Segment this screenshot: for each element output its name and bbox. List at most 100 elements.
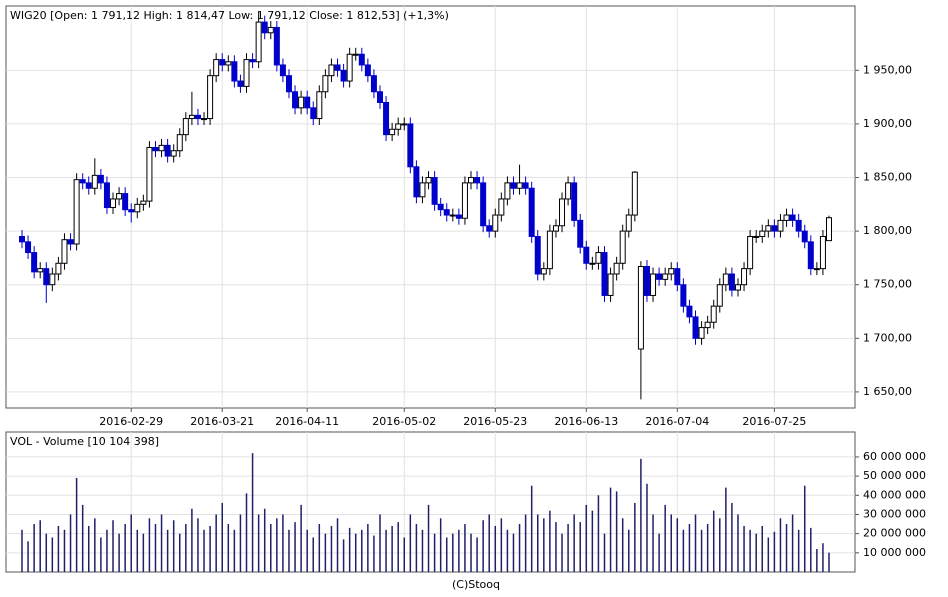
y-tick-label: 50 000 000	[863, 469, 926, 482]
x-tick-label: 2016-02-29	[99, 415, 163, 428]
volume-bar	[688, 524, 691, 572]
volume-bar	[640, 458, 642, 572]
candle-body	[304, 96, 311, 109]
y-tick-label: 1 800,00	[863, 224, 912, 237]
candle-body	[759, 230, 766, 237]
volume-bar	[239, 514, 242, 572]
y-tick-label: 30 000 000	[863, 507, 926, 520]
candle-body	[243, 59, 250, 87]
candle-body	[468, 177, 475, 184]
candle-body	[777, 219, 784, 232]
candle-body	[662, 273, 669, 280]
volume-bar	[445, 537, 448, 572]
candle-body	[504, 182, 511, 200]
volume-bar	[270, 524, 272, 572]
volume-bar	[664, 504, 666, 572]
candle-body	[819, 235, 826, 270]
volume-bar	[166, 529, 169, 572]
volume-bar	[27, 541, 29, 572]
volume-bar	[300, 504, 302, 572]
volume-bar	[646, 483, 648, 572]
candle-body	[194, 114, 201, 120]
y-tick-label: 1 950,00	[863, 63, 912, 76]
candle-body	[352, 53, 359, 56]
candle-body	[267, 26, 274, 34]
candle-body	[698, 327, 705, 339]
y-tick-label: 20 000 000	[863, 527, 926, 540]
candle-body	[79, 179, 86, 184]
candle-body	[540, 268, 547, 275]
candle-body	[140, 200, 147, 205]
volume-bar	[342, 539, 345, 572]
candle-body	[207, 75, 214, 120]
candle-body	[225, 61, 232, 66]
volume-bar	[767, 537, 770, 572]
candle-body	[364, 64, 371, 77]
candle-body	[656, 273, 663, 280]
candle-body	[316, 91, 323, 120]
volume-bar	[136, 529, 139, 572]
volume-bar	[755, 533, 757, 572]
volume-bar	[348, 527, 351, 572]
candle-body	[753, 235, 760, 238]
volume-bar	[233, 529, 236, 572]
candle-body	[619, 230, 626, 264]
volume-bar	[579, 522, 581, 572]
candle-body	[716, 284, 723, 307]
candle-body	[498, 198, 505, 216]
candle-body	[826, 217, 832, 242]
volume-bar	[549, 510, 551, 572]
candle-body	[728, 273, 735, 291]
volume-bar	[379, 514, 381, 572]
y-tick-label: 10 000 000	[863, 546, 926, 559]
candle-body	[613, 262, 620, 275]
y-tick-label: 1 900,00	[863, 117, 912, 130]
candle-body	[455, 214, 462, 219]
candle-body	[522, 182, 529, 189]
volume-bar	[87, 525, 90, 572]
volume-bar	[670, 514, 672, 572]
volume-bar	[779, 518, 782, 572]
candle-body	[741, 268, 748, 286]
volume-bar	[433, 533, 436, 572]
volume-bar	[682, 529, 685, 572]
volume-bar	[294, 522, 296, 572]
candle-body	[110, 198, 117, 209]
candle-body	[376, 91, 383, 103]
candle-body	[577, 219, 584, 248]
volume-bar	[81, 504, 84, 572]
candle-body	[425, 177, 432, 184]
volume-bar	[676, 518, 679, 572]
candle-body	[19, 235, 25, 243]
volume-bar	[63, 529, 66, 572]
volume-bar	[403, 537, 406, 572]
volume-bar	[737, 514, 739, 572]
volume-bar	[731, 502, 733, 572]
candle-body	[116, 193, 123, 200]
volume-bar	[785, 524, 788, 572]
candle-body	[480, 182, 487, 227]
candle-body	[650, 273, 657, 296]
volume-bar	[797, 529, 800, 572]
candle-body	[486, 225, 493, 232]
candle-body	[771, 225, 778, 232]
volume-bar	[439, 518, 442, 572]
candle-body	[237, 80, 244, 87]
candle-body	[443, 209, 450, 216]
candle-body	[395, 123, 402, 130]
volume-bar	[282, 514, 284, 572]
candle-body	[322, 75, 329, 93]
x-tick-label: 2016-03-21	[190, 415, 254, 428]
candle-body	[122, 193, 129, 211]
price-panel	[5, 5, 856, 409]
candle-body	[249, 59, 256, 63]
candle-body	[389, 128, 396, 136]
volume-bar	[154, 524, 157, 572]
panel-title: VOL - Volume [10 104 398]	[10, 435, 159, 448]
candle-body	[534, 235, 541, 275]
volume-bar	[476, 537, 478, 572]
volume-bar	[712, 510, 715, 572]
candle-body	[601, 252, 608, 296]
candle-body	[595, 252, 602, 264]
candle-body	[637, 265, 644, 350]
